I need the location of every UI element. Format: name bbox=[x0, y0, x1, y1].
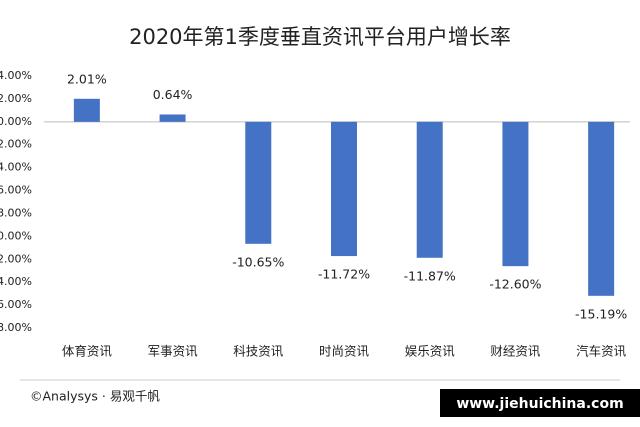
x-tick-label: 财经资讯 bbox=[490, 344, 541, 359]
x-tick-label: 汽车资讯 bbox=[576, 344, 627, 359]
watermark: www.jiehuichina.com bbox=[456, 396, 623, 412]
value-label: -10.65% bbox=[232, 254, 284, 269]
x-tick-label: 体育资讯 bbox=[62, 344, 113, 359]
x-tick-label: 军事资讯 bbox=[148, 344, 199, 359]
y-tick-label: 2.00% bbox=[0, 92, 32, 105]
y-tick-label: -16.00% bbox=[0, 298, 32, 311]
bar bbox=[73, 98, 100, 122]
x-tick-label: 时尚资讯 bbox=[319, 344, 370, 359]
chart-title: 2020年第1季度垂直资讯平台用户增长率 bbox=[129, 25, 511, 49]
y-tick-label: -14.00% bbox=[0, 275, 32, 288]
bar bbox=[159, 114, 186, 122]
value-label: -11.72% bbox=[318, 267, 370, 282]
value-label: -11.87% bbox=[404, 268, 456, 283]
source: ©Analysys · 易观千帆 bbox=[30, 389, 160, 404]
value-label: -12.60% bbox=[489, 277, 541, 292]
value-label: -15.19% bbox=[575, 306, 627, 321]
bar bbox=[416, 121, 443, 258]
y-tick-label: -4.00% bbox=[0, 161, 32, 174]
y-tick-label: -18.00% bbox=[0, 321, 32, 334]
y-tick-label: -8.00% bbox=[0, 206, 32, 219]
bar bbox=[502, 121, 529, 267]
watermark-box bbox=[440, 389, 640, 417]
bar bbox=[245, 121, 272, 244]
x-tick-label: 科技资讯 bbox=[233, 344, 284, 359]
y-tick-label: 0.00% bbox=[0, 115, 32, 128]
value-label: 0.64% bbox=[153, 87, 193, 102]
x-tick-label: 娱乐资讯 bbox=[405, 344, 456, 359]
y-tick-label: -2.00% bbox=[0, 138, 32, 151]
y-tick-label: -10.00% bbox=[0, 229, 32, 242]
y-tick-label: 4.00% bbox=[0, 69, 32, 82]
value-label: 2.01% bbox=[67, 71, 107, 86]
y-tick-label: -12.00% bbox=[0, 252, 32, 265]
y-tick-label: -6.00% bbox=[0, 184, 32, 197]
bar bbox=[331, 121, 357, 257]
bar bbox=[588, 121, 615, 296]
